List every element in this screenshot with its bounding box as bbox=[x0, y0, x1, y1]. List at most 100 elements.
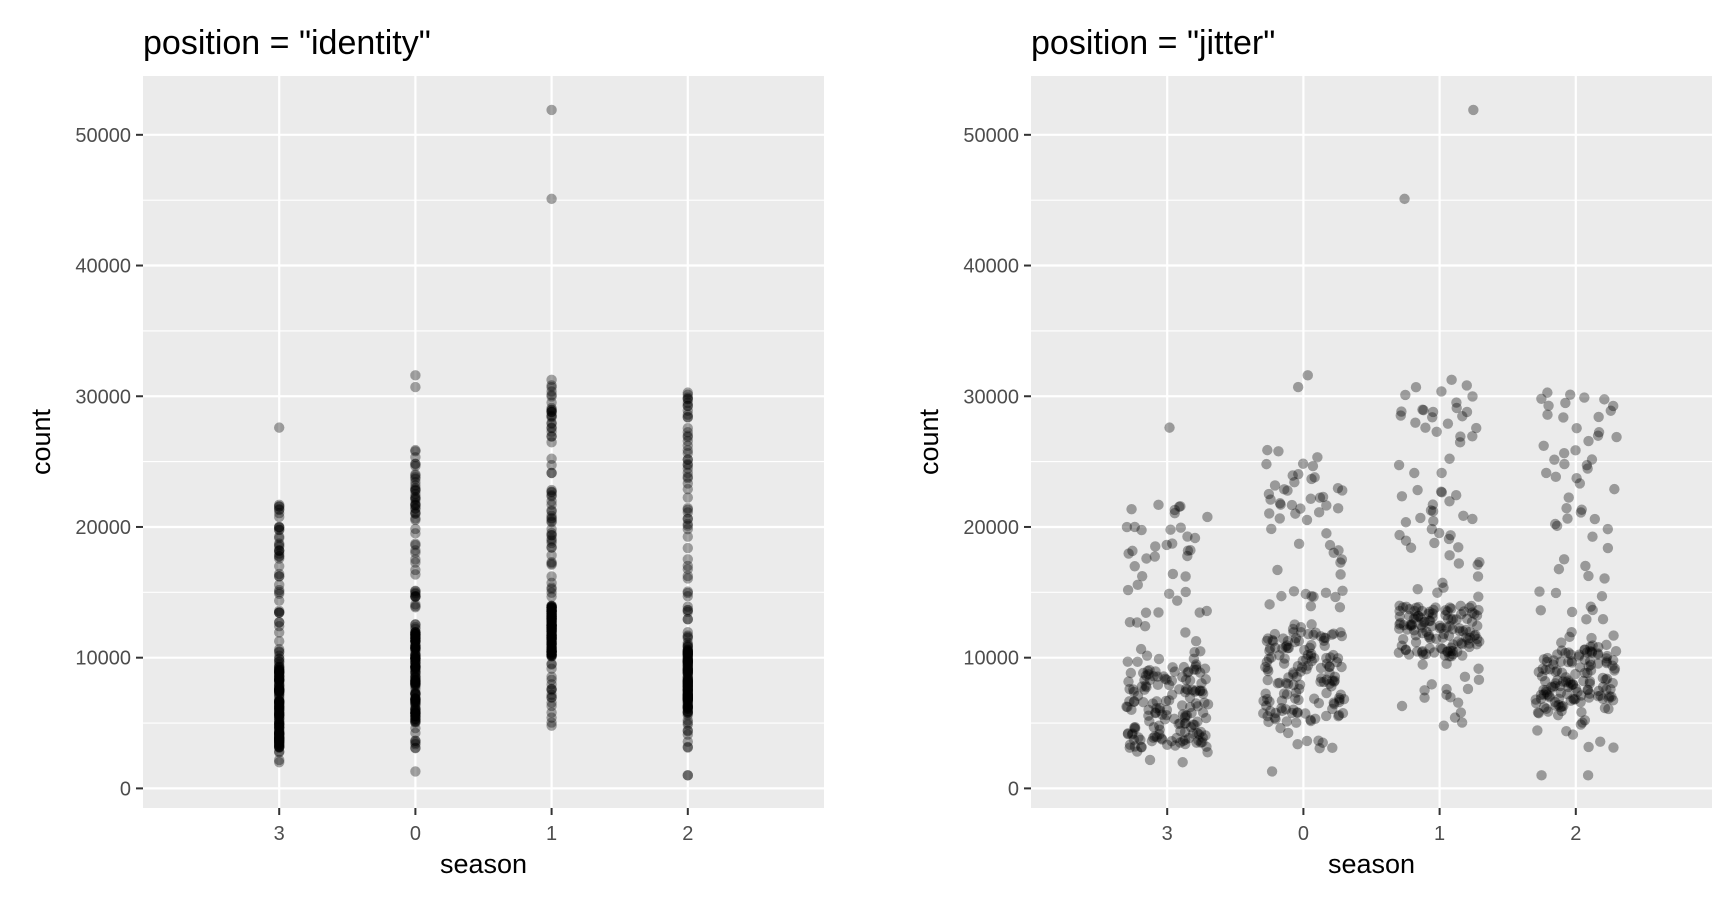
data-point bbox=[1464, 638, 1475, 649]
data-point bbox=[1150, 707, 1161, 719]
data-point bbox=[1403, 649, 1415, 660]
data-point bbox=[1605, 405, 1617, 416]
data-point bbox=[1446, 651, 1457, 662]
data-point bbox=[410, 636, 421, 647]
data-point bbox=[274, 735, 285, 747]
data-point bbox=[1264, 643, 1276, 654]
data-point bbox=[274, 653, 285, 665]
data-point bbox=[1565, 695, 1576, 706]
data-point bbox=[1452, 636, 1464, 647]
data-point bbox=[274, 723, 285, 734]
data-point bbox=[274, 501, 285, 512]
data-point bbox=[1299, 644, 1310, 656]
data-point bbox=[1434, 622, 1446, 634]
data-point bbox=[274, 684, 285, 695]
data-point bbox=[1305, 600, 1317, 612]
data-point bbox=[546, 459, 557, 471]
data-point bbox=[1122, 728, 1134, 740]
data-point bbox=[1593, 427, 1605, 438]
data-point bbox=[1324, 667, 1335, 679]
data-point bbox=[1196, 678, 1207, 689]
data-point bbox=[1128, 734, 1140, 745]
data-point bbox=[682, 719, 693, 730]
data-point bbox=[682, 639, 693, 651]
data-point bbox=[682, 682, 693, 693]
data-point bbox=[546, 613, 557, 625]
data-point bbox=[1154, 729, 1165, 740]
data-point bbox=[546, 651, 557, 662]
data-point bbox=[1539, 676, 1551, 687]
data-point bbox=[1185, 545, 1196, 556]
data-point bbox=[682, 389, 693, 400]
data-point bbox=[546, 550, 557, 561]
data-point bbox=[546, 633, 557, 644]
data-point bbox=[682, 483, 693, 495]
data-point bbox=[1158, 671, 1169, 682]
data-point bbox=[1604, 691, 1615, 702]
data-point bbox=[1581, 459, 1593, 471]
data-point bbox=[1606, 691, 1617, 702]
data-point bbox=[546, 633, 557, 645]
data-point bbox=[1538, 684, 1549, 696]
data-point bbox=[1571, 472, 1582, 484]
data-point bbox=[1151, 703, 1162, 714]
data-point bbox=[1294, 679, 1306, 690]
x-tick-label: 3 bbox=[274, 823, 285, 845]
data-point bbox=[274, 731, 285, 742]
data-point bbox=[274, 690, 285, 702]
data-point bbox=[1592, 658, 1604, 669]
data-point bbox=[1157, 709, 1168, 720]
data-point bbox=[1575, 696, 1586, 708]
data-point bbox=[682, 472, 693, 484]
data-point bbox=[410, 484, 421, 495]
data-point bbox=[1396, 491, 1408, 502]
data-point bbox=[1189, 686, 1201, 697]
data-point bbox=[546, 397, 557, 408]
data-point bbox=[1328, 698, 1340, 710]
data-point bbox=[546, 636, 557, 647]
data-point bbox=[274, 422, 285, 433]
data-point bbox=[1593, 641, 1604, 653]
data-point bbox=[274, 721, 285, 733]
x-tick-label: 2 bbox=[682, 823, 693, 845]
data-point bbox=[1427, 406, 1439, 418]
data-point bbox=[546, 505, 557, 516]
data-point bbox=[1437, 577, 1448, 589]
data-point bbox=[682, 664, 693, 675]
data-point bbox=[1334, 694, 1345, 705]
data-point bbox=[1192, 727, 1203, 739]
data-point bbox=[546, 512, 557, 524]
data-point bbox=[546, 650, 557, 661]
data-point bbox=[1304, 642, 1315, 653]
data-point bbox=[1567, 678, 1579, 690]
data-point bbox=[274, 680, 285, 691]
data-point bbox=[274, 504, 285, 515]
data-point bbox=[1163, 695, 1175, 706]
data-point bbox=[1427, 611, 1438, 623]
data-point bbox=[682, 677, 693, 688]
data-point bbox=[682, 427, 693, 438]
data-point bbox=[410, 662, 421, 673]
data-point bbox=[274, 667, 285, 678]
points-layer bbox=[1121, 104, 1622, 781]
data-point bbox=[410, 602, 421, 613]
data-point bbox=[274, 666, 285, 677]
data-point bbox=[682, 412, 693, 423]
data-point bbox=[1530, 694, 1541, 705]
data-point bbox=[1152, 671, 1163, 682]
data-point bbox=[682, 703, 693, 715]
data-point bbox=[546, 679, 557, 690]
data-point bbox=[1160, 695, 1172, 707]
data-point bbox=[1449, 712, 1461, 723]
data-point bbox=[1317, 737, 1328, 748]
data-point bbox=[546, 640, 557, 651]
data-point bbox=[1180, 674, 1192, 685]
data-point bbox=[1602, 542, 1614, 554]
data-point bbox=[1441, 689, 1452, 701]
data-point bbox=[1291, 671, 1302, 682]
data-point bbox=[274, 698, 285, 709]
data-point bbox=[682, 770, 693, 781]
data-point bbox=[1127, 728, 1138, 739]
data-point bbox=[410, 707, 421, 719]
data-point bbox=[1274, 498, 1286, 509]
